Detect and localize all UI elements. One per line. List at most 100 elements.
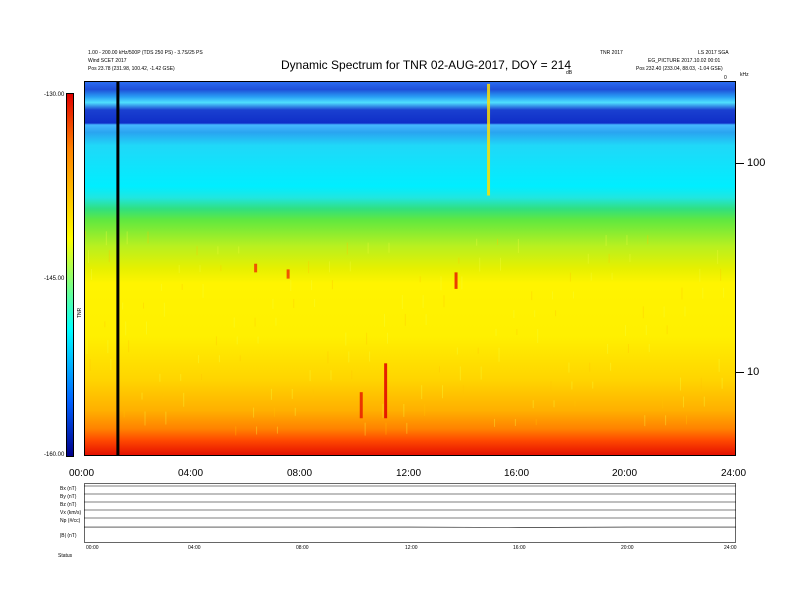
- spectrum-texture: [476, 238, 478, 246]
- spectrum-texture: [495, 328, 497, 336]
- spectrum-texture: [236, 336, 238, 345]
- spectrum-texture: [552, 291, 554, 300]
- spectrum-event-4: [286, 269, 290, 279]
- spectrum-texture: [141, 392, 143, 400]
- spectrum-texture: [663, 306, 665, 318]
- spectrum-texture: [162, 392, 164, 399]
- spectrum-texture: [346, 242, 348, 255]
- spectrum-texture: [85, 231, 86, 238]
- panel-label-5: Np (#/cc): [60, 518, 81, 524]
- spectrum-texture: [699, 268, 701, 282]
- status-label: Status: [58, 553, 73, 559]
- colorbar-axis-label: TNR: [77, 307, 83, 318]
- spectrum-texture: [406, 422, 408, 434]
- spectrum-texture: [159, 373, 161, 382]
- spectrum-texture: [461, 276, 463, 290]
- spectrum-texture: [513, 310, 515, 319]
- xtick-2: 08:00: [287, 468, 313, 479]
- spectrogram-plot: [84, 81, 736, 456]
- spectrum-texture: [272, 298, 274, 309]
- spectrum-texture: [626, 235, 628, 246]
- spectrum-texture: [256, 426, 258, 435]
- spectrum-event-2: [454, 272, 458, 289]
- spectrum-texture: [568, 362, 570, 373]
- spectrum-texture: [572, 291, 574, 299]
- spectrum-texture: [160, 283, 162, 291]
- spectrum-texture: [86, 340, 88, 355]
- spectrum-texture: [386, 332, 388, 344]
- info-right-2: EG_PICTURE 2017.10.02 00:01: [648, 58, 721, 64]
- spectrum-texture: [331, 280, 333, 290]
- spectrum-texture: [424, 404, 426, 417]
- colorbar-tick-bottom: -160.00: [44, 452, 65, 458]
- spectrum-texture: [721, 377, 723, 389]
- spectrum-texture: [217, 246, 219, 255]
- lower-xtick-1: 04:00: [188, 545, 201, 551]
- spectrum-texture: [125, 321, 127, 336]
- info-right-1: TNR 2017: [600, 50, 623, 56]
- spectrum-texture: [388, 242, 390, 253]
- spectrum-texture: [87, 250, 89, 264]
- spectrum-texture: [421, 385, 423, 400]
- spectrum-texture: [110, 359, 112, 371]
- spectrum-texture: [290, 280, 292, 291]
- spectrum-texture: [702, 287, 704, 299]
- spectrum-texture: [404, 313, 406, 326]
- spectrum-texture: [270, 388, 272, 400]
- spectrum-texture: [720, 268, 722, 281]
- spectrum-texture: [550, 381, 552, 391]
- lower-xtick-4: 16:00: [513, 545, 526, 551]
- spectrum-texture: [104, 321, 106, 328]
- spectrum-texture: [531, 291, 533, 301]
- spectrum-texture: [605, 234, 607, 246]
- spectrum-texture: [517, 238, 519, 253]
- spectrum-texture: [442, 385, 443, 399]
- spectrum-texture: [723, 287, 725, 298]
- spectrum-texture: [587, 253, 589, 264]
- spectrum-texture: [309, 370, 311, 382]
- spectrum-texture: [459, 366, 461, 381]
- spectrum-texture: [534, 310, 536, 318]
- lower-xtick-0: 00:00: [86, 545, 99, 551]
- xtick-3: 12:00: [396, 468, 422, 479]
- spectrum-texture: [703, 396, 705, 407]
- spectrum-texture: [647, 235, 649, 245]
- spectrum-texture: [462, 385, 464, 398]
- spectrum-texture: [500, 257, 502, 271]
- colorbar-tick-top: -130.00: [44, 92, 65, 98]
- spectrum-texture: [253, 407, 255, 418]
- spectrum-texture: [291, 388, 293, 399]
- spectrum-texture: [144, 411, 146, 426]
- spectrum-texture: [458, 257, 460, 264]
- spectrum-texture: [215, 336, 217, 346]
- spectrum-texture: [107, 340, 109, 354]
- spectrum-texture: [494, 418, 496, 427]
- panel-label-6: |B| (nT): [60, 533, 77, 539]
- spectrum-texture: [239, 355, 241, 362]
- spectrum-texture: [590, 272, 592, 281]
- spectrum-texture: [532, 400, 534, 409]
- spectrum-texture: [382, 403, 384, 418]
- spectrum-texture: [684, 306, 686, 317]
- spectrum-texture: [644, 415, 646, 427]
- spectrum-event-1: [359, 392, 363, 419]
- panel-label-3: Bz (nT): [60, 502, 77, 508]
- spectrum-texture: [610, 362, 612, 371]
- spectrum-texture: [276, 426, 278, 434]
- spectrum-texture: [679, 377, 681, 391]
- spectrum-texture: [443, 295, 445, 308]
- spectrum-texture: [178, 265, 180, 273]
- spectrum-texture: [607, 343, 609, 354]
- ytick-100: 100: [747, 157, 766, 169]
- xtick-1: 04:00: [178, 468, 204, 479]
- spectrum-texture: [330, 370, 332, 381]
- spectrum-texture: [349, 261, 351, 272]
- spectrum-texture: [345, 332, 347, 346]
- spectrum-texture: [235, 426, 237, 436]
- spectrum-texture: [180, 373, 182, 381]
- spectrum-texture: [196, 246, 198, 256]
- spectrum-texture: [574, 400, 576, 407]
- spectrum-texture: [440, 276, 442, 291]
- spectrum-texture: [537, 329, 539, 344]
- lower-timeseries-panels: [84, 483, 736, 543]
